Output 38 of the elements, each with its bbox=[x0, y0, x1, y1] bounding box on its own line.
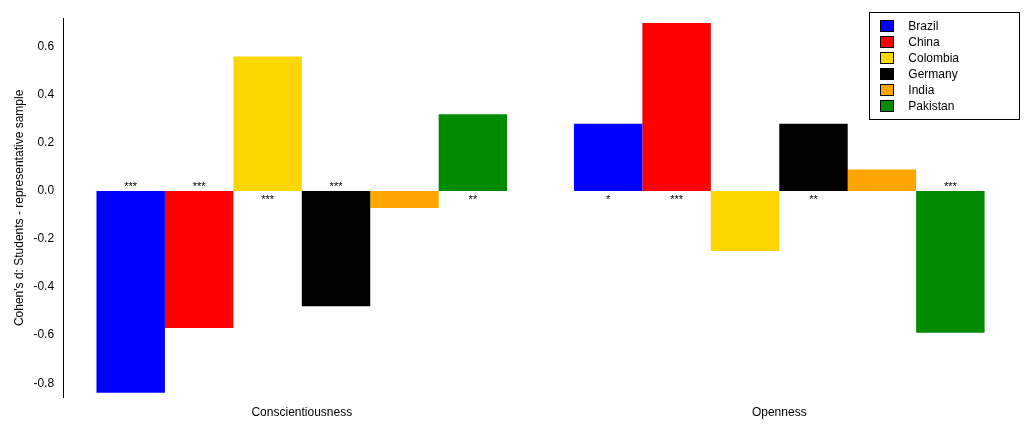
bar bbox=[301, 191, 371, 307]
data-label: *** bbox=[943, 179, 958, 192]
data-label: * bbox=[606, 192, 612, 205]
bar bbox=[164, 191, 234, 328]
data-label: *** bbox=[124, 179, 138, 192]
bar bbox=[233, 56, 302, 192]
y-tick-label: 0.2 bbox=[37, 135, 55, 150]
data-label: *** bbox=[329, 179, 344, 192]
bar bbox=[779, 123, 848, 192]
y-tick-label: 0.6 bbox=[37, 39, 55, 54]
x-tick-label: Openness bbox=[751, 405, 807, 420]
y-tick-label: -0.6 bbox=[33, 327, 55, 342]
bar bbox=[573, 123, 643, 192]
bar bbox=[370, 191, 439, 208]
bar bbox=[916, 191, 985, 333]
x-tick-label: Conscientiousness bbox=[251, 405, 353, 420]
bar bbox=[710, 191, 780, 252]
data-label: ** bbox=[809, 192, 819, 205]
bar bbox=[96, 191, 165, 393]
legend-label: China bbox=[908, 35, 940, 49]
y-tick-label: -0.4 bbox=[33, 279, 55, 294]
legend-label: Pakistan bbox=[908, 99, 955, 113]
bar bbox=[438, 114, 508, 192]
legend-label: Germany bbox=[908, 67, 958, 81]
bar bbox=[642, 23, 711, 192]
legend-label: Brazil bbox=[908, 19, 939, 33]
y-tick-label: 0.0 bbox=[37, 183, 55, 198]
bar bbox=[847, 169, 917, 192]
legend-label: India bbox=[908, 83, 935, 97]
y-tick-label: -0.8 bbox=[33, 375, 55, 390]
y-tick-label: -0.2 bbox=[33, 231, 55, 246]
y-axis-title: Cohen's d: Students - representative sample bbox=[11, 89, 26, 327]
legend-label: Colombia bbox=[908, 51, 959, 65]
data-label: ** bbox=[468, 192, 478, 205]
data-label: *** bbox=[192, 179, 207, 192]
y-tick-label: 0.4 bbox=[37, 87, 55, 102]
data-label: *** bbox=[261, 192, 275, 205]
data-label: *** bbox=[670, 192, 684, 205]
